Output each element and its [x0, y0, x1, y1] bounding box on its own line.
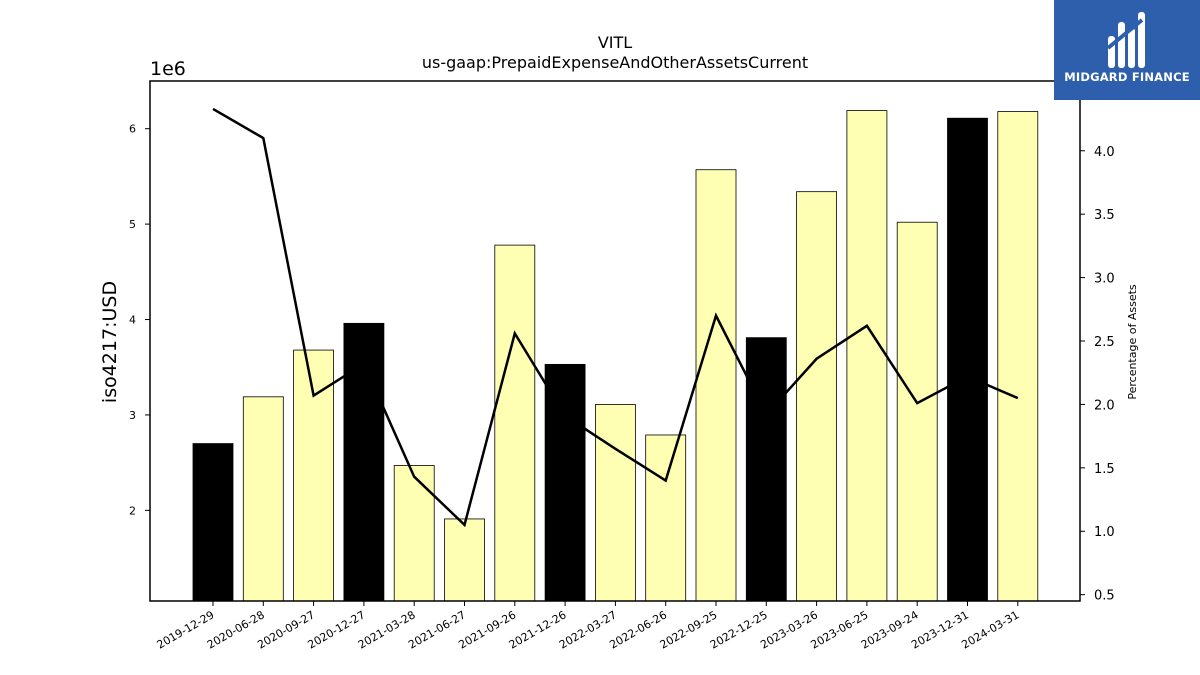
bar-2022-03-27 — [595, 404, 636, 602]
bar-2023-06-25 — [846, 110, 888, 602]
bar-2021-09-26 — [494, 244, 536, 602]
x-tick-label: 2024-03-31 — [959, 608, 1021, 651]
y2-tick-label: 1.5 — [1094, 462, 1115, 477]
y2-tick-label: 1.0 — [1094, 525, 1115, 540]
bar-2019-12-29 — [192, 443, 234, 602]
chart-subtitle: us-gaap:PrepaidExpenseAndOtherAssetsCurr… — [422, 53, 808, 72]
percentage-line — [212, 107, 1019, 528]
bar-2024-03-31 — [997, 111, 1039, 602]
midgard-finance-logo: MIDGARD FINANCE — [1054, 0, 1200, 100]
y2-tick-label: 3.5 — [1094, 208, 1115, 223]
y2-tick-label: 2.5 — [1094, 335, 1115, 350]
bar-2021-12-26 — [544, 363, 586, 602]
bar-2023-03-26 — [796, 191, 837, 602]
y-tick-label: 6 — [129, 123, 136, 136]
y2-tick-label: 3.0 — [1094, 272, 1115, 287]
logo-mark-icon — [1106, 12, 1145, 68]
bar-2022-09-25 — [695, 169, 737, 602]
logo-text: MIDGARD FINANCE — [1064, 70, 1190, 84]
bar-2020-12-27 — [343, 322, 385, 602]
y-offset-label: 1e6 — [150, 58, 186, 80]
y-tick-label: 4 — [129, 314, 136, 327]
bar-2023-09-24 — [896, 221, 938, 602]
y-tick-label: 3 — [129, 409, 136, 422]
bar-2022-12-25 — [745, 337, 787, 602]
y-axis-label: iso4217:USD — [99, 281, 121, 403]
bar-2022-06-26 — [645, 434, 687, 602]
bar-2021-06-27 — [444, 518, 485, 602]
bar-2023-12-31 — [947, 117, 988, 602]
y2-axis-label: Percentage of Assets — [1126, 284, 1139, 400]
y-tick-label: 5 — [129, 218, 136, 231]
bar-2020-06-28 — [242, 396, 284, 602]
chart-title: VITL — [598, 33, 632, 52]
y2-tick-label: 4.0 — [1094, 145, 1115, 160]
y-tick-label: 2 — [129, 504, 136, 517]
y2-tick-label: 0.5 — [1094, 589, 1115, 604]
y2-tick-label: 2.0 — [1094, 398, 1115, 413]
bar-2021-03-28 — [393, 465, 435, 602]
